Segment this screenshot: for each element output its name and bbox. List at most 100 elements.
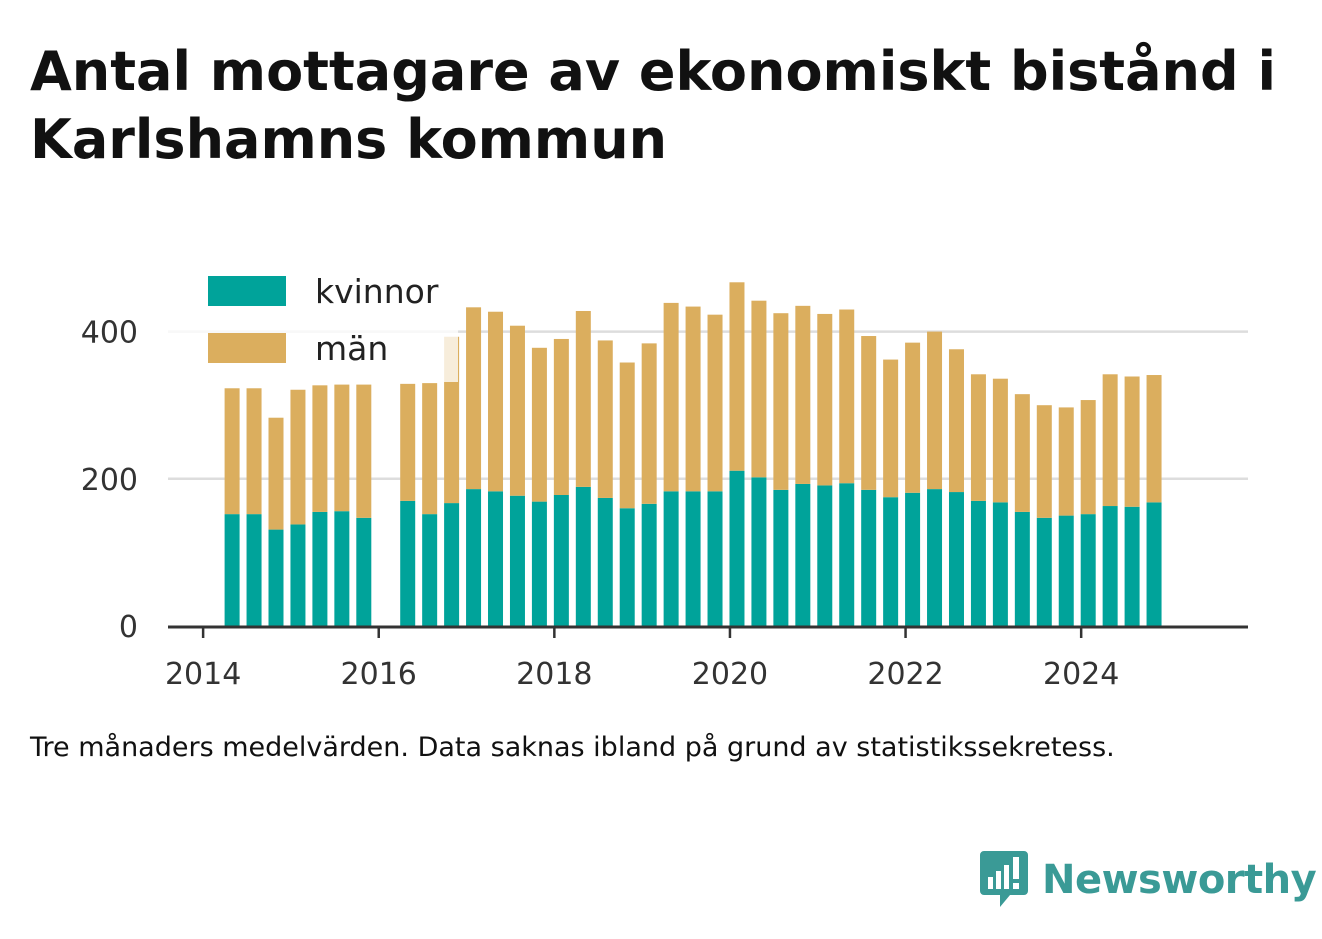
bar-kvinnor	[531, 501, 547, 626]
footnote: Tre månaders medelvärden. Data saknas ib…	[30, 732, 1115, 763]
bar-man	[1146, 375, 1162, 503]
x-tick-label: 2016	[341, 657, 417, 692]
bar-kvinnor	[773, 489, 789, 626]
bar-kvinnor	[1146, 502, 1162, 626]
brand-name: Newsworthy	[1042, 857, 1317, 903]
bar-kvinnor	[970, 500, 986, 626]
bar-man	[663, 302, 679, 492]
bar-man	[707, 314, 723, 492]
bar-kvinnor	[290, 524, 306, 626]
bar-kvinnor	[312, 511, 328, 626]
bar-kvinnor	[927, 489, 943, 626]
x-tick-label: 2024	[1043, 657, 1119, 692]
x-tick-label: 2020	[692, 657, 768, 692]
bar-man	[619, 362, 635, 509]
x-axis	[168, 625, 1248, 638]
bar-kvinnor	[444, 503, 460, 626]
bar-kvinnor	[422, 514, 438, 626]
x-tick-label: 2022	[867, 657, 943, 692]
bar-man	[553, 338, 569, 495]
bar-man	[290, 389, 306, 525]
bar-man	[970, 374, 986, 501]
bar-man	[356, 384, 372, 518]
bar-man	[1102, 374, 1118, 507]
bar-man	[1014, 394, 1030, 512]
bar-kvinnor	[948, 492, 964, 626]
bar-man	[1058, 407, 1074, 516]
bar-man	[685, 306, 701, 492]
bar-kvinnor	[597, 497, 613, 626]
y-tick-label: 200	[81, 463, 138, 498]
bar-man	[400, 383, 416, 501]
bar-kvinnor	[1014, 511, 1030, 626]
bar-kvinnor	[905, 492, 921, 626]
bars	[224, 282, 1162, 626]
bar-kvinnor	[224, 514, 240, 626]
bar-kvinnor	[400, 500, 416, 626]
bar-kvinnor	[685, 491, 701, 626]
bar-man	[992, 378, 1008, 503]
legend: kvinnor män	[168, 262, 458, 382]
bar-man	[839, 309, 855, 484]
bar-man	[312, 385, 328, 512]
bar-man	[509, 325, 525, 496]
bar-kvinnor	[1080, 514, 1096, 626]
bar-man	[268, 417, 284, 530]
legend-swatch-kvinnor	[208, 276, 286, 306]
bar-kvinnor	[729, 470, 745, 626]
bar-man	[224, 388, 240, 515]
bar-kvinnor	[883, 497, 899, 626]
bar-man	[883, 359, 899, 498]
bar-kvinnor	[488, 491, 504, 626]
bar-kvinnor	[817, 485, 833, 626]
legend-label: män	[315, 329, 388, 368]
y-axis: 0 200 400	[81, 316, 138, 645]
bar-kvinnor	[1124, 506, 1140, 626]
legend-label: kvinnor	[315, 272, 439, 311]
bar-kvinnor	[707, 491, 723, 626]
bar-kvinnor	[839, 483, 855, 626]
bar-kvinnor	[992, 502, 1008, 626]
bar-man	[334, 384, 350, 512]
bar-kvinnor	[575, 486, 591, 626]
bar-kvinnor	[356, 517, 372, 626]
bar-kvinnor	[466, 489, 482, 626]
bar-man	[773, 313, 789, 490]
bar-man	[1124, 376, 1140, 507]
bar-man	[927, 331, 943, 490]
bar-man	[861, 336, 877, 490]
bar-man	[466, 307, 482, 490]
bar-kvinnor	[246, 514, 262, 626]
x-tick-label: 2018	[516, 657, 592, 692]
bar-kvinnor	[1102, 506, 1118, 626]
bar-kvinnor	[1036, 517, 1052, 626]
x-tick-labels: 2014 2016 2018 2020 2022 2024	[165, 657, 1119, 692]
bar-kvinnor	[553, 494, 569, 626]
legend-swatch-man	[208, 333, 286, 363]
bar-kvinnor	[663, 491, 679, 626]
bar-man	[488, 311, 504, 492]
bar-man	[729, 282, 745, 471]
bar-man	[948, 349, 964, 493]
bar-man	[1080, 400, 1096, 515]
bar-kvinnor	[861, 489, 877, 626]
bar-man	[1036, 405, 1052, 518]
x-tick-label: 2014	[165, 657, 241, 692]
bar-man	[575, 310, 591, 487]
newsworthy-bar-chart-icon	[980, 851, 1028, 907]
bar-kvinnor	[641, 503, 657, 626]
bar-man	[905, 342, 921, 493]
bar-man	[246, 388, 262, 515]
brand-logo: Newsworthy	[980, 850, 1317, 910]
chart-title: Antal mottagare av ekonomiskt bistånd i …	[30, 40, 1276, 171]
bar-kvinnor	[619, 508, 635, 626]
bar-man	[817, 313, 833, 486]
bar-man	[795, 305, 811, 484]
bar-kvinnor	[509, 495, 525, 626]
bar-man	[751, 300, 767, 478]
bar-kvinnor	[334, 511, 350, 626]
bar-kvinnor	[268, 529, 284, 626]
bar-kvinnor	[751, 477, 767, 626]
bar-man	[597, 340, 613, 498]
